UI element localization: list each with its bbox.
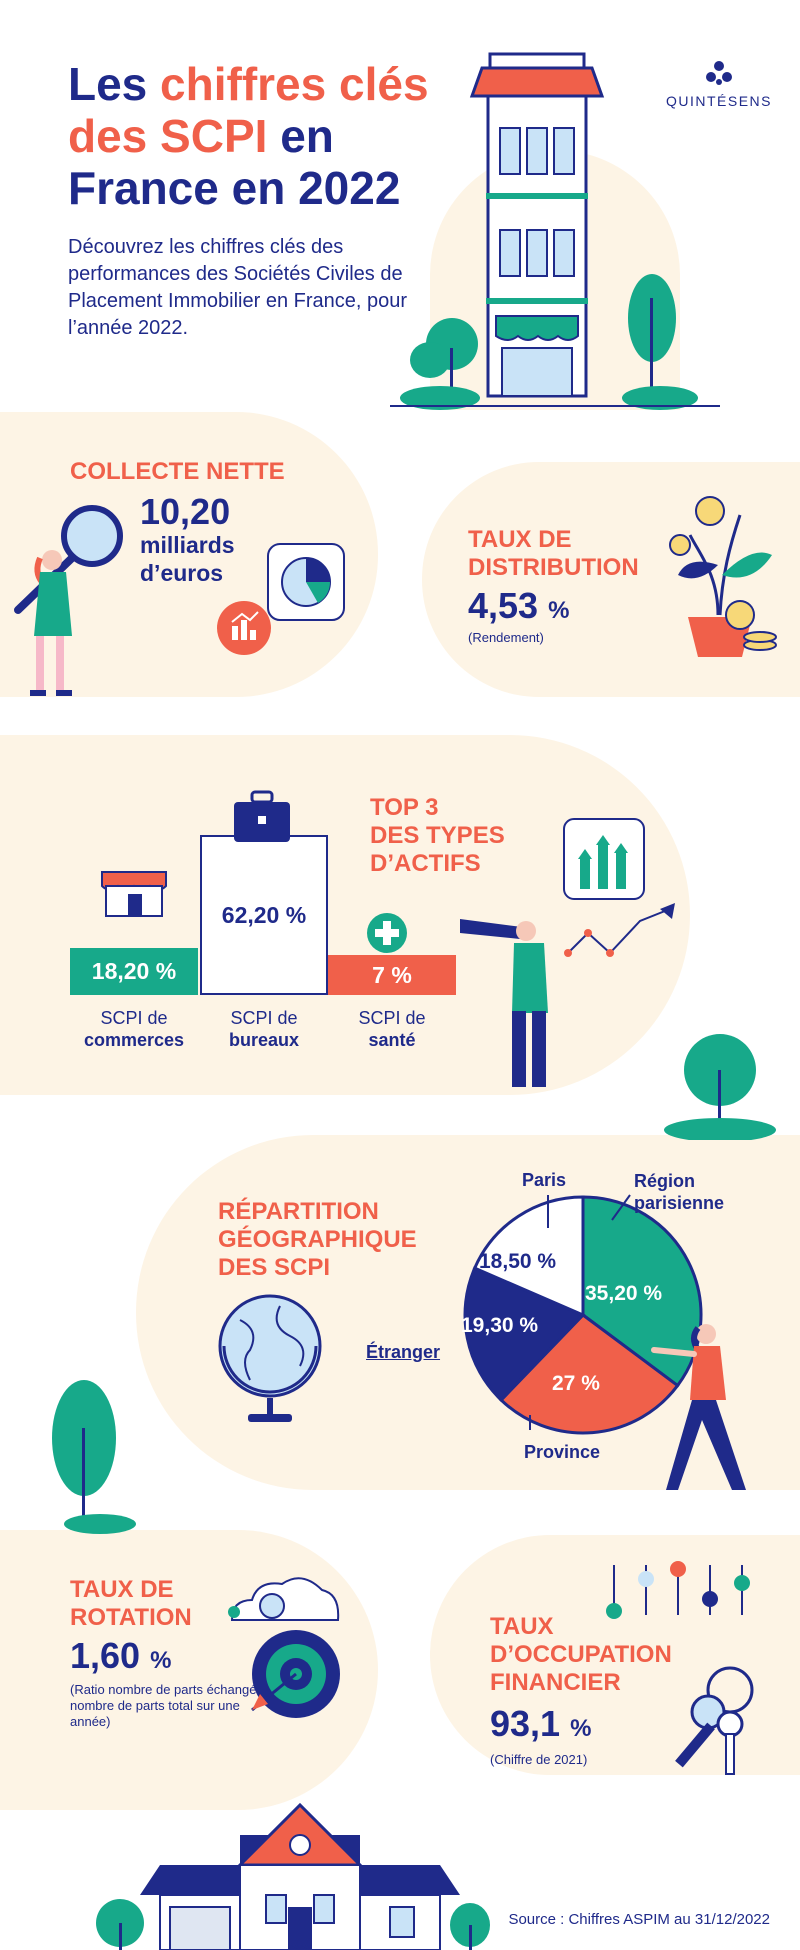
title-part2: chiffres clés — [160, 58, 429, 110]
pie-chart-card-icon — [267, 543, 345, 621]
sliders-icon — [606, 1561, 750, 1619]
logo-text: QUINTÉSENS — [665, 93, 772, 109]
pie-value-region-parisienne: 35,20 % — [585, 1282, 663, 1305]
shop-icon — [101, 871, 167, 917]
rotation-value: 1,60 — [70, 1635, 141, 1676]
pie-slice-paris — [472, 1195, 585, 1318]
telescope-man-illustration — [460, 818, 675, 1087]
distribution-bg — [422, 462, 800, 697]
title-part1: Les — [68, 58, 161, 110]
source-note: Source : Chiffres ASPIM au 31/12/2022 — [508, 1911, 770, 1928]
occupation-value-group: 93,1 % — [490, 1704, 591, 1749]
brand-logo: QUINTÉSENS — [666, 60, 772, 109]
rotation-note: (Ratio nombre de parts échangé / nombre … — [70, 1682, 264, 1729]
woman-pushing-pie-illustration — [651, 1324, 746, 1490]
globe-icon — [218, 1294, 322, 1422]
target-gears-illustration — [228, 1577, 340, 1718]
bar-chart-circle-icon — [217, 601, 271, 655]
logo-dots-icon — [705, 61, 732, 85]
repartition-heading-line1: RÉPARTITION — [218, 1198, 379, 1225]
repartition-heading-line3: DES SCPI — [218, 1254, 331, 1281]
title-part5: France en 2022 — [68, 162, 401, 214]
house-illustration — [96, 1802, 490, 1950]
collecte-heading: COLLECTE NETTE — [70, 458, 285, 485]
occupation-heading-line1: TAUX — [490, 1613, 554, 1640]
health-cross-icon — [367, 913, 407, 953]
occupation-heading-line3: FINANCIER — [490, 1669, 621, 1696]
distribution-note: (Rendement) — [468, 630, 544, 645]
pie-value-paris: 18,50 % — [479, 1250, 557, 1273]
pie-label-region-line2: parisienne — [634, 1193, 725, 1213]
pie-label-region-parisienne: Région parisienne — [634, 1170, 724, 1214]
occupation-percent: % — [570, 1715, 592, 1742]
distribution-heading-line2: DISTRIBUTION — [468, 554, 639, 581]
occupation-value: 93,1 — [490, 1703, 561, 1744]
occupation-note: (Chiffre de 2021) — [490, 1752, 588, 1767]
pie-value-etranger: 19,30 % — [461, 1314, 539, 1337]
distribution-heading-line1: TAUX DE — [468, 526, 572, 553]
title-part3: des SCPI — [68, 110, 268, 162]
repartition-heading-line2: GÉOGRAPHIQUE — [218, 1226, 417, 1253]
rotation-heading-line2: ROTATION — [70, 1604, 192, 1631]
pie-label-etranger: Étranger — [366, 1342, 441, 1362]
magnifier-woman-illustration — [14, 505, 123, 696]
top3-heading-line1: TOP 3 — [370, 794, 439, 821]
collecte-value: 10,20 — [140, 491, 231, 532]
pie-value-province: 27 % — [552, 1372, 600, 1395]
pie-label-region-line1: Région — [634, 1171, 695, 1191]
pie-slice-region-parisienne — [581, 1195, 703, 1388]
distribution-value: 4,53 — [468, 585, 539, 626]
title-part4: en — [267, 110, 334, 162]
page-title: Les chiffres clés des SCPI en France en … — [68, 58, 458, 214]
top3-heading-line3: D’ACTIFS — [370, 850, 481, 877]
occupation-heading-line2: D’OCCUPATION — [490, 1641, 672, 1668]
distribution-percent: % — [548, 597, 570, 624]
pie-leader-line — [611, 1194, 631, 1221]
keys-icon — [675, 1666, 754, 1775]
collecte-unit-line2: d’euros — [140, 560, 224, 586]
pie-slice-province — [499, 1313, 680, 1435]
tree-left-illustration — [52, 1380, 136, 1534]
collecte-unit-line1: milliards — [140, 532, 235, 558]
money-plant-illustration — [669, 496, 777, 657]
distribution-value-group: 4,53 % — [468, 586, 569, 631]
top3-heading-line2: DES TYPES — [370, 822, 505, 849]
briefcase-icon — [234, 790, 290, 842]
rotation-heading-line1: TAUX DE — [70, 1576, 174, 1603]
pie-label-paris: Paris — [522, 1170, 567, 1190]
pie-label-province: Province — [524, 1442, 601, 1462]
tree-right-illustration — [664, 1034, 776, 1140]
rotation-percent: % — [150, 1647, 172, 1674]
rotation-value-group: 1,60 % — [70, 1636, 171, 1681]
pie-slice-etranger — [463, 1266, 586, 1403]
intro-text: Découvrez les chiffres clés des performa… — [68, 236, 408, 339]
building-illustration — [390, 52, 720, 410]
